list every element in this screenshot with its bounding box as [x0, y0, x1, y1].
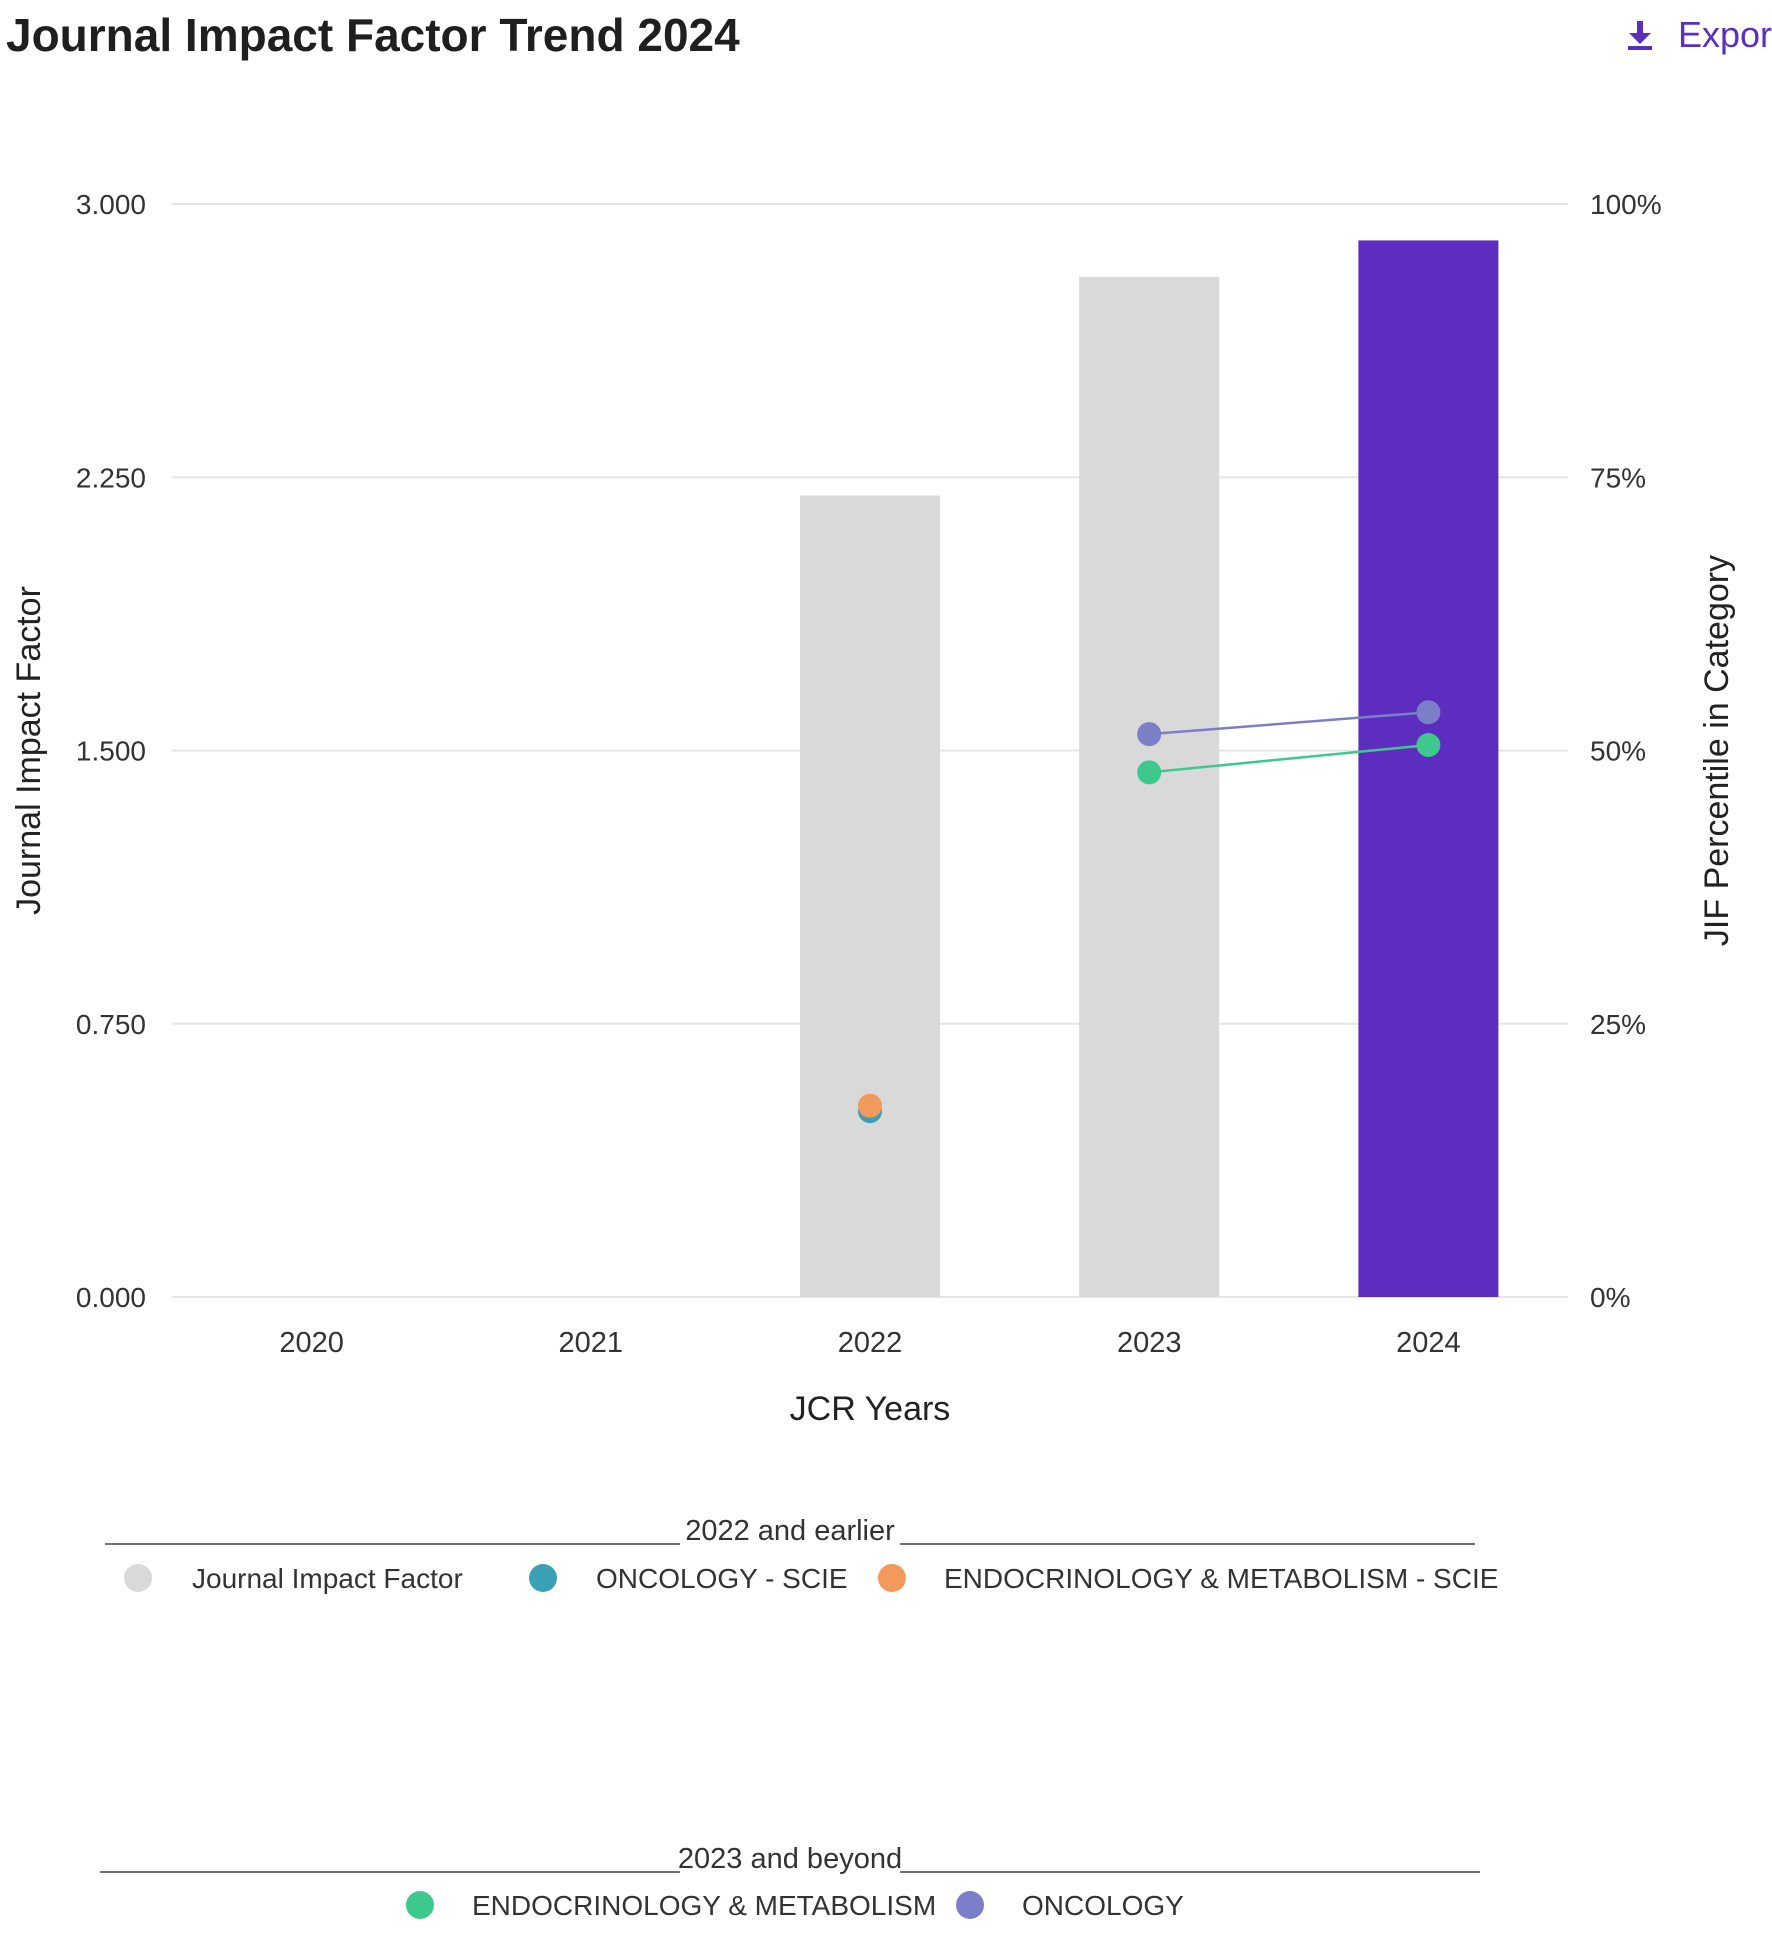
- jif-bar-2023[interactable]: [1079, 276, 1220, 1297]
- legend-marker-oncology[interactable]: [956, 1891, 984, 1919]
- legend-marker-journal-impact-factor[interactable]: [124, 1564, 152, 1592]
- y2-tick-label: 100%: [1590, 189, 1662, 220]
- y2-tick-label: 25%: [1590, 1009, 1646, 1040]
- x-tick-label: 2024: [1396, 1327, 1461, 1359]
- point-oncology-2023[interactable]: [1137, 722, 1162, 747]
- point-endocrinology-and-metabolism-2023[interactable]: [1137, 760, 1162, 785]
- legend-marker-endocrinology-and-metabolism[interactable]: [406, 1891, 434, 1919]
- series-line-endocrinology-and-metabolism: [1149, 743, 1429, 774]
- series-line-oncology: [1149, 710, 1429, 736]
- page-title: Journal Impact Factor Trend 2024: [6, 9, 740, 61]
- legend-label-journal-impact-factor: Journal Impact Factor: [192, 1563, 463, 1594]
- y2-axis-title: JIF Percentile in Category: [1698, 555, 1736, 946]
- x-tick-label: 2020: [279, 1327, 344, 1359]
- x-tick-label: 2023: [1117, 1327, 1182, 1359]
- legend-label-oncology: ONCOLOGY: [1022, 1890, 1184, 1921]
- legend-label-oncology-scie: ONCOLOGY - SCIE: [596, 1563, 848, 1594]
- download-icon: [1628, 21, 1652, 50]
- y2-tick-label: 75%: [1590, 462, 1646, 493]
- jif-bar-2022[interactable]: [800, 495, 940, 1297]
- legend-marker-oncology-scie[interactable]: [529, 1564, 557, 1592]
- x-tick-label: 2021: [559, 1327, 624, 1359]
- export-label: Expor: [1678, 14, 1772, 55]
- legend-label-endocrinology-and-metabolism: ENDOCRINOLOGY & METABOLISM: [472, 1890, 936, 1921]
- legend-group-title: 2022 and earlier: [685, 1515, 895, 1547]
- legend-group-title: 2023 and beyond: [678, 1843, 902, 1875]
- y-tick-label: 2.250: [76, 462, 146, 493]
- y-tick-label: 3.000: [76, 189, 146, 220]
- y2-tick-label: 0%: [1590, 1282, 1630, 1313]
- jif-bar-2024[interactable]: [1358, 240, 1499, 1297]
- point-oncology-2024[interactable]: [1416, 700, 1441, 725]
- x-tick-label: 2022: [838, 1327, 903, 1359]
- legend-label-endocrinology-and-metabolism-scie: ENDOCRINOLOGY & METABOLISM - SCIE: [944, 1563, 1498, 1594]
- legend-marker-endocrinology-and-metabolism-scie[interactable]: [878, 1564, 906, 1592]
- y-tick-label: 1.500: [76, 736, 146, 767]
- point-endocrinology-and-metabolism-2024[interactable]: [1416, 733, 1441, 758]
- y-tick-label: 0.750: [76, 1009, 146, 1040]
- y-tick-label: 0.000: [76, 1282, 146, 1313]
- export-button[interactable]: Expor: [1626, 14, 1772, 56]
- y2-tick-label: 50%: [1590, 736, 1646, 767]
- point-endocrinology-and-metabolism-scie-2022[interactable]: [858, 1093, 882, 1118]
- y-axis-title: Journal Impact Factor: [10, 586, 48, 915]
- x-axis-title: JCR Years: [790, 1390, 951, 1428]
